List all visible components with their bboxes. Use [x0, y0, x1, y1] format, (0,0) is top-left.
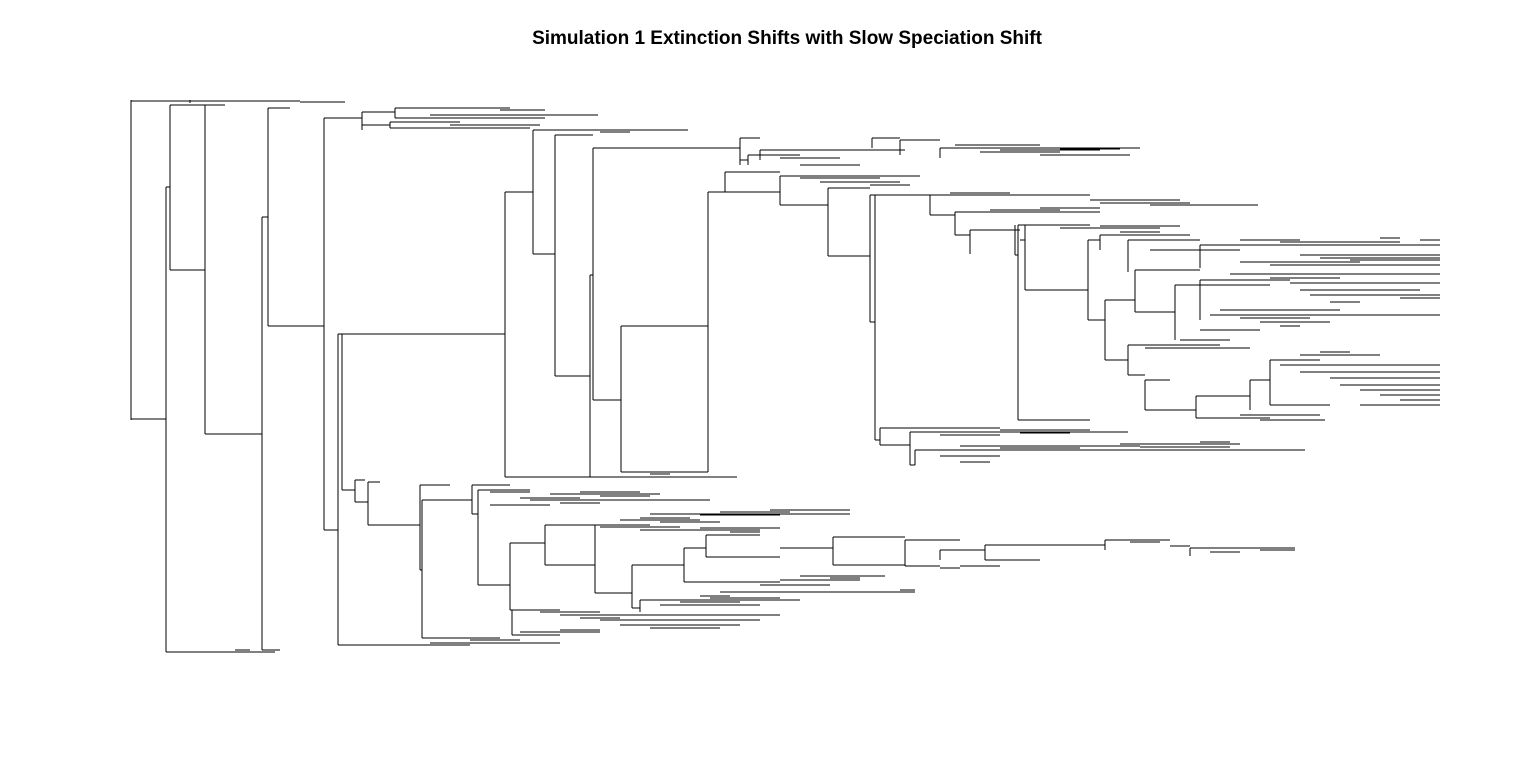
clade-right-top — [1127, 237, 1440, 272]
clade-lower-left-d — [511, 589, 915, 636]
node-5 — [261, 216, 280, 651]
node-4 — [204, 104, 262, 435]
node-13 — [589, 274, 737, 478]
node-17 — [724, 171, 780, 193]
node-7 — [323, 117, 362, 531]
clade-upper-right-a — [739, 137, 1140, 166]
clade-lower-right-stem — [780, 536, 1295, 569]
clade-upper-right-b — [779, 175, 920, 256]
branch-top-outgroup — [131, 100, 345, 103]
clade-lower-left-b — [594, 509, 850, 594]
clade-right-upper-mid — [1134, 269, 1440, 341]
clade-lower-left-c — [631, 531, 885, 612]
node-23 — [354, 479, 368, 503]
clade-lower-mid — [909, 429, 1305, 466]
clade-right-lower-mid — [1127, 344, 1440, 421]
node-19 — [874, 195, 1000, 446]
node-25 — [419, 484, 500, 639]
node-21 — [1087, 231, 1190, 321]
node-26 — [471, 484, 530, 586]
node-18 — [828, 194, 930, 323]
node-27 — [509, 542, 545, 611]
node-14 — [592, 147, 740, 401]
node-24 — [367, 481, 420, 526]
clade-upper-small — [361, 107, 598, 130]
node-15 — [620, 325, 708, 473]
node-9 — [341, 333, 505, 491]
node-12 — [554, 134, 593, 377]
node-11 — [532, 129, 688, 255]
node-8 — [337, 333, 560, 646]
node-3 — [166, 104, 205, 271]
node-16 — [707, 191, 725, 472]
node-6 — [267, 107, 324, 327]
clade-lower-left-a — [490, 491, 710, 506]
clade-upper-right-c — [929, 192, 1258, 254]
node-20 — [1014, 224, 1090, 421]
node-22 — [1104, 299, 1135, 361]
node-10 — [504, 191, 720, 478]
plot-title: Simulation 1 Extinction Shifts with Slow… — [532, 28, 1042, 49]
node-28 — [544, 524, 595, 566]
branch-lower-outgroup — [166, 649, 275, 653]
tree-edges — [130, 100, 1440, 653]
